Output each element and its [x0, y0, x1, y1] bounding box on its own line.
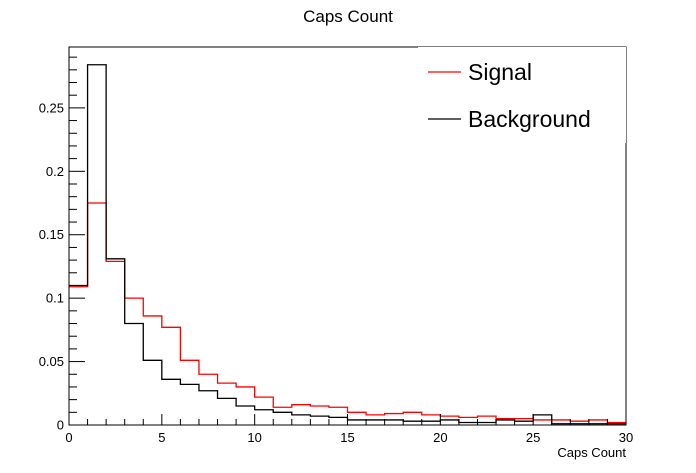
chart-title: Caps Count — [303, 7, 393, 26]
legend: Signal Background — [418, 47, 626, 143]
series-line-signal — [69, 202, 626, 424]
legend-background-label: Background — [468, 106, 591, 132]
legend-signal-label: Signal — [468, 59, 532, 85]
x-tick-label: 0 — [65, 430, 72, 445]
x-tick-label: 30 — [619, 430, 633, 445]
x-tick-label: 15 — [340, 430, 354, 445]
y-tick-label: 0.2 — [46, 164, 64, 179]
x-tick-label: 5 — [158, 430, 165, 445]
x-tick-label: 20 — [433, 430, 447, 445]
x-tick-label: 10 — [247, 430, 261, 445]
legend-box — [418, 47, 626, 143]
y-tick-label: 0.15 — [39, 227, 64, 242]
y-tick-label: 0.1 — [46, 291, 64, 306]
y-tick-label: 0.05 — [39, 354, 64, 369]
axis-ticks: 0 5 10 15 20 25 30 0 0.05 0.1 0.15 0.2 0.25 — [39, 56, 633, 445]
y-tick-label: 0.25 — [39, 100, 64, 115]
x-tick-label: 25 — [526, 430, 540, 445]
x-axis-title: Caps Count — [557, 445, 626, 460]
y-tick-label: 0 — [57, 418, 64, 433]
